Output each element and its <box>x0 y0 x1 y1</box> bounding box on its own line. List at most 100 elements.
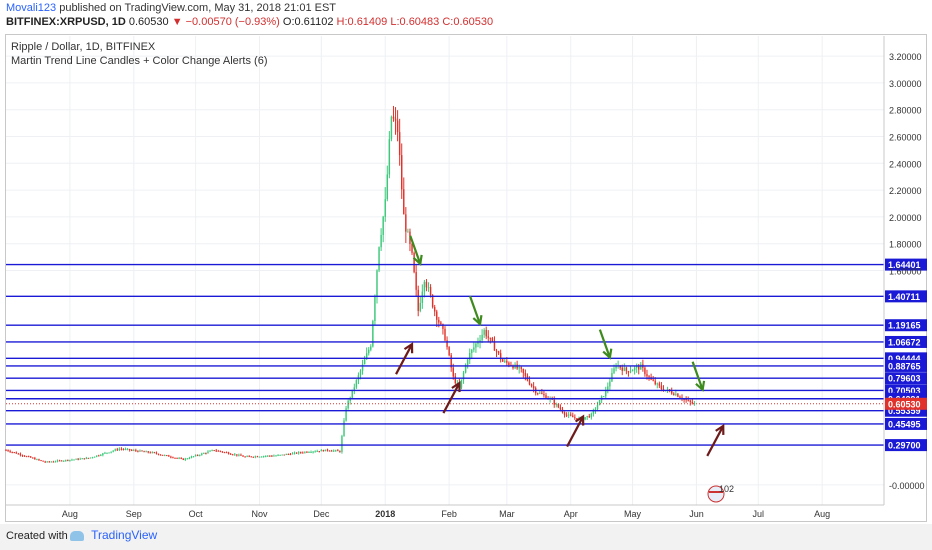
candle-body <box>400 155 403 190</box>
candle-body <box>508 362 510 366</box>
x-tick-label: Aug <box>62 509 78 519</box>
candle-body <box>110 451 112 453</box>
candle-series <box>5 105 696 463</box>
candle-body <box>557 404 560 408</box>
flag-icon <box>707 485 725 503</box>
level-label-bg <box>885 359 927 372</box>
candle-body <box>596 405 599 410</box>
candle-body <box>638 366 640 370</box>
candle-body <box>112 450 114 452</box>
annotation-arrow-shaft[interactable] <box>442 382 461 414</box>
annotation-arrow-shaft[interactable] <box>409 235 422 265</box>
candle-body <box>611 372 613 382</box>
candle-body <box>100 455 102 457</box>
candle-body <box>209 450 211 452</box>
candle-body <box>306 451 308 453</box>
candle-body <box>440 322 442 325</box>
annotation-arrow-shaft[interactable] <box>395 343 413 375</box>
candle-body <box>485 329 487 337</box>
annotation-arrow-head-icon <box>451 381 461 393</box>
candle-body <box>343 420 345 437</box>
candle-body <box>300 452 302 454</box>
candle-body <box>13 452 15 454</box>
candle-body <box>240 454 242 456</box>
candle-body <box>594 409 597 411</box>
candle-body <box>151 452 154 454</box>
candle-body <box>17 453 20 455</box>
candle-body <box>590 413 593 418</box>
tradingview-link[interactable]: TradingView <box>70 528 157 542</box>
annotation-arrow-shaft[interactable] <box>706 425 725 457</box>
annotation-arrow-shaft[interactable] <box>691 361 704 391</box>
candle-body <box>234 454 236 456</box>
candle-body <box>572 415 574 418</box>
candle-body <box>85 457 88 459</box>
candle-body <box>248 456 250 458</box>
candle-body <box>501 359 504 362</box>
published-text: published on TradingView.com, May 31, 20… <box>59 2 337 14</box>
candle-body <box>504 360 506 362</box>
candle-body <box>407 231 409 233</box>
candle-body <box>106 452 108 454</box>
candle-body <box>7 450 9 452</box>
level-label-bg <box>885 372 927 385</box>
candle-body <box>310 452 312 454</box>
level-label: 1.40711 <box>888 292 920 302</box>
candle-body <box>188 457 191 459</box>
x-tick-label: Jun <box>689 509 704 519</box>
candle-body <box>570 414 572 416</box>
candle-body <box>75 458 77 460</box>
candle-body <box>293 452 296 454</box>
annotation-arrow-shaft[interactable] <box>566 416 585 448</box>
candle-body <box>497 351 500 354</box>
candle-body <box>693 403 696 405</box>
candle-body <box>23 455 26 457</box>
candle-body <box>114 449 116 451</box>
flag-badge[interactable]: 102 <box>707 484 734 503</box>
annotation-arrow-shaft[interactable] <box>469 295 482 325</box>
chart-frame[interactable] <box>5 34 927 522</box>
candle-body <box>351 389 353 398</box>
x-tick-label: Mar <box>499 509 515 519</box>
x-tick-label: Nov <box>251 509 268 519</box>
candle-body <box>133 450 135 452</box>
candle-body <box>384 199 386 217</box>
level-label: 0.94444 <box>888 354 921 364</box>
candle-body <box>598 400 601 406</box>
candle-body <box>532 386 535 389</box>
x-tick-label: Feb <box>441 509 457 519</box>
candle-body <box>34 457 36 460</box>
candle-body <box>308 452 310 454</box>
candle-body <box>640 364 642 370</box>
level-label-bg <box>885 417 927 430</box>
candle-body <box>27 456 30 458</box>
candle-body <box>411 243 413 253</box>
candle-body <box>236 454 238 456</box>
candle-body <box>199 454 201 456</box>
candle-body <box>421 291 424 303</box>
candle-body <box>194 455 197 457</box>
level-label: 1.19165 <box>888 321 921 331</box>
candle-body <box>359 370 362 376</box>
author-link[interactable]: Movali123 <box>6 2 57 14</box>
last-price-label: 0.60530 <box>888 399 921 409</box>
candle-body <box>25 456 28 458</box>
tradingview-brand-text: TradingView <box>91 528 158 542</box>
candle-body <box>368 349 370 354</box>
candle-body <box>370 346 372 350</box>
level-lines: 1.64401 1.40711 1.19165 1.06672 0.944440.887… <box>6 258 927 452</box>
candle-body <box>438 319 440 323</box>
candle-body <box>520 367 522 369</box>
candle-body <box>528 380 531 385</box>
candle-body <box>512 365 514 369</box>
candle-body <box>283 454 285 456</box>
candle-body <box>427 287 430 289</box>
candle-body <box>673 393 675 396</box>
candle-body <box>141 450 143 452</box>
candle-body <box>124 449 127 451</box>
annotation-arrow-shaft[interactable] <box>598 329 611 358</box>
candle-body <box>563 412 566 415</box>
candle-body <box>52 461 55 463</box>
candle-body <box>444 328 446 341</box>
